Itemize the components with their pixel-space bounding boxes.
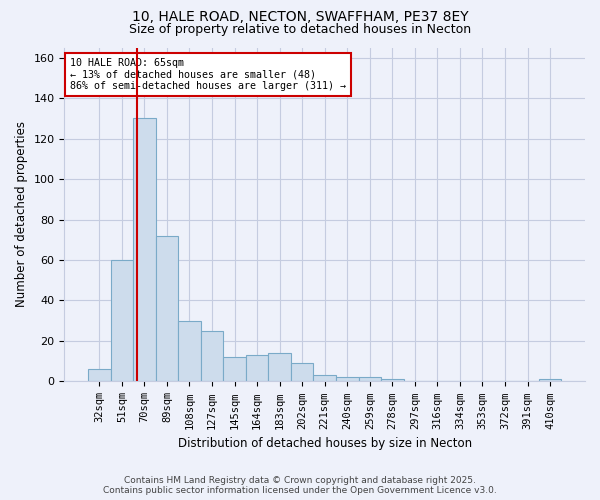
Bar <box>539 380 562 382</box>
Bar <box>336 378 359 382</box>
Bar <box>110 260 133 382</box>
Text: Size of property relative to detached houses in Necton: Size of property relative to detached ho… <box>129 22 471 36</box>
Bar <box>155 236 178 382</box>
Bar <box>359 378 381 382</box>
Bar <box>381 380 404 382</box>
Bar <box>133 118 155 382</box>
Y-axis label: Number of detached properties: Number of detached properties <box>15 122 28 308</box>
Text: 10 HALE ROAD: 65sqm
← 13% of detached houses are smaller (48)
86% of semi-detach: 10 HALE ROAD: 65sqm ← 13% of detached ho… <box>70 58 346 90</box>
X-axis label: Distribution of detached houses by size in Necton: Distribution of detached houses by size … <box>178 437 472 450</box>
Bar <box>223 357 246 382</box>
Bar <box>178 320 201 382</box>
Bar <box>268 353 291 382</box>
Bar <box>201 331 223 382</box>
Bar <box>291 363 313 382</box>
Text: Contains HM Land Registry data © Crown copyright and database right 2025.
Contai: Contains HM Land Registry data © Crown c… <box>103 476 497 495</box>
Bar <box>313 376 336 382</box>
Bar <box>246 355 268 382</box>
Text: 10, HALE ROAD, NECTON, SWAFFHAM, PE37 8EY: 10, HALE ROAD, NECTON, SWAFFHAM, PE37 8E… <box>131 10 469 24</box>
Bar <box>88 370 110 382</box>
